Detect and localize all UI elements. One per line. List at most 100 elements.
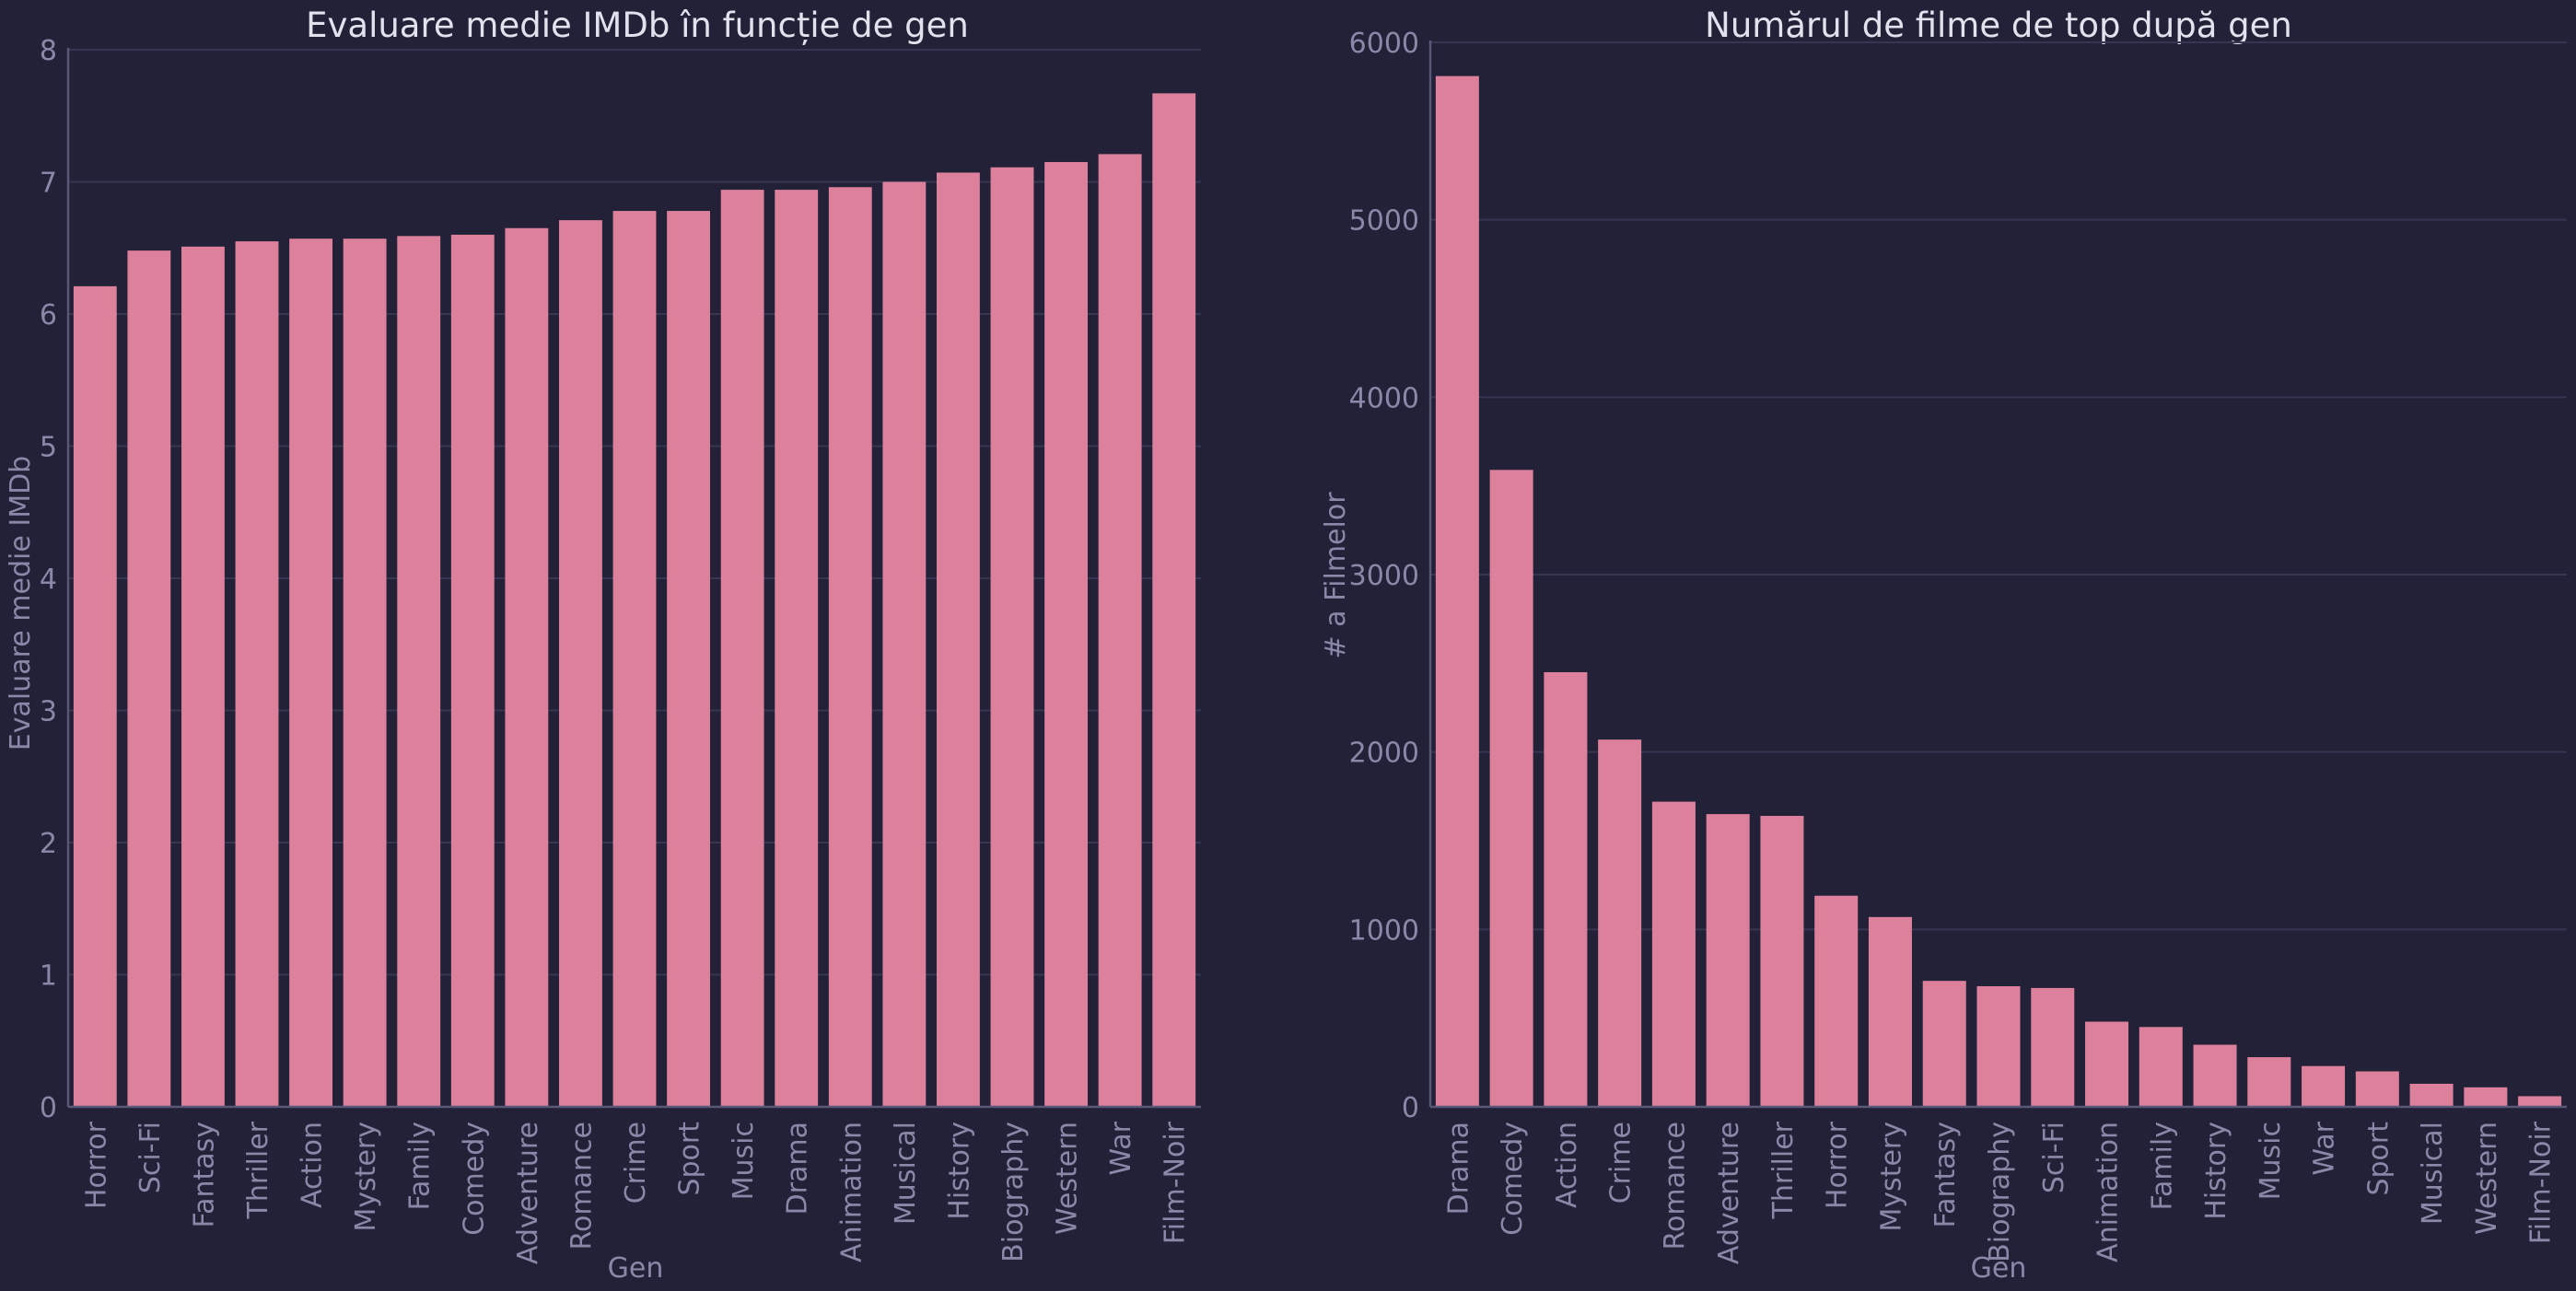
bar-musical — [2409, 1083, 2454, 1107]
bar-biography — [1976, 985, 2021, 1107]
y-tick-label: 4 — [40, 564, 57, 596]
x-tick-label: War — [2309, 1121, 2341, 1175]
bar-crime — [612, 211, 657, 1107]
bar-music — [720, 190, 764, 1108]
bar-comedy — [450, 234, 495, 1107]
y-tick-label: 7 — [40, 168, 57, 200]
y-tick-label: 2 — [40, 828, 57, 860]
x-tick-label: Western — [1052, 1122, 1084, 1235]
y-tick-label: 1000 — [1349, 914, 1419, 947]
x-tick-label: Action — [297, 1122, 329, 1208]
x-tick-label: Biography — [997, 1122, 1030, 1262]
x-tick-label: Comedy — [458, 1122, 490, 1236]
x-tick-label: Film-Noir — [1160, 1121, 1192, 1244]
bar-thriller — [1760, 816, 1804, 1107]
y-tick-labels: 0 1000 2000 3000 4000 5000 6000 — [1349, 28, 1419, 1124]
x-tick-label: Film-Noir — [2525, 1121, 2558, 1244]
x-tick-label: Biography — [1984, 1122, 2016, 1262]
y-tick-label: 2000 — [1349, 738, 1419, 770]
x-tick-label: Horror — [80, 1121, 112, 1209]
bar-animation — [828, 187, 872, 1108]
x-tick-label: Drama — [1442, 1122, 1474, 1215]
y-tick-label: 5 — [40, 432, 57, 464]
bar-horror — [73, 285, 117, 1107]
y-axis-label: Evaluare medie IMDb — [5, 456, 37, 750]
x-tick-label: Thriller — [242, 1121, 274, 1219]
bar-sport — [2355, 1071, 2399, 1107]
x-tick-label: History — [2200, 1122, 2232, 1220]
x-tick-label: Sci-Fi — [2038, 1122, 2070, 1193]
y-axis-label: # a Filmelor — [1320, 492, 1352, 659]
bars — [1435, 76, 2562, 1107]
bar-romance — [559, 220, 602, 1108]
x-tick-label: Sport — [674, 1122, 706, 1196]
bar-family — [397, 236, 441, 1108]
x-tick-label: Romance — [565, 1122, 598, 1250]
bars — [73, 93, 1196, 1108]
count-by-genre-chart: Numărul de filme de top după gen Gen # a… — [1320, 6, 2567, 1285]
bar-history — [2193, 1044, 2237, 1107]
x-tick-label: Crime — [620, 1122, 652, 1204]
bar-mystery — [1868, 916, 1912, 1107]
bar-sci-fi — [127, 250, 171, 1107]
bar-film-noir — [1152, 93, 1196, 1108]
y-tick-label: 3000 — [1349, 560, 1419, 592]
bar-war — [2302, 1065, 2346, 1107]
bar-sci-fi — [2031, 987, 2075, 1107]
chart-title: Evaluare medie IMDb în funcție de gen — [306, 6, 969, 45]
bar-film-noir — [2518, 1096, 2562, 1107]
bar-mystery — [343, 238, 387, 1108]
bar-romance — [1651, 801, 1696, 1107]
x-tick-label: Adventure — [1713, 1122, 1745, 1264]
y-tick-label: 5000 — [1349, 205, 1419, 238]
bar-comedy — [1489, 470, 1533, 1107]
bar-drama — [775, 190, 819, 1108]
bar-adventure — [505, 227, 549, 1108]
x-tick-label: Horror — [1822, 1121, 1854, 1209]
bar-drama — [1435, 76, 1479, 1107]
x-tick-label: Comedy — [1497, 1122, 1529, 1236]
bar-western — [1044, 161, 1088, 1108]
x-tick-label: Musical — [890, 1122, 922, 1225]
rating-by-genre-chart: Evaluare medie IMDb în funcție de gen Ge… — [5, 6, 1201, 1285]
bar-adventure — [1706, 814, 1750, 1107]
bar-action — [289, 238, 332, 1108]
x-tick-label: Family — [404, 1122, 437, 1211]
x-tick-label: War — [1105, 1121, 1137, 1175]
y-tick-label: 0 — [40, 1092, 57, 1124]
x-tick-labels: Horror Sci-Fi Fantasy Thriller Action Mystery… — [80, 1121, 1191, 1264]
bar-horror — [1814, 895, 1859, 1107]
bar-family — [2139, 1027, 2183, 1107]
y-tick-label: 8 — [40, 35, 57, 67]
x-tick-label: Fantasy — [188, 1122, 220, 1227]
x-tick-label: Music — [2255, 1122, 2287, 1200]
bar-war — [1098, 154, 1142, 1108]
bar-crime — [1598, 739, 1642, 1107]
bar-musical — [882, 181, 927, 1107]
bar-fantasy — [1922, 981, 1966, 1107]
y-tick-label: 3 — [40, 696, 57, 728]
x-tick-label: Family — [2146, 1122, 2178, 1211]
axis-spines — [1428, 41, 2567, 1109]
x-tick-label: Sci-Fi — [134, 1122, 167, 1193]
x-tick-label: Music — [728, 1122, 760, 1200]
x-tick-label: Animation — [835, 1122, 868, 1262]
x-axis-label: Gen — [608, 1252, 664, 1285]
y-tick-label: 6 — [40, 299, 57, 331]
bar-sport — [667, 211, 710, 1107]
chart-title: Numărul de filme de top după gen — [1705, 6, 2292, 45]
y-tick-label: 1 — [40, 960, 57, 993]
x-tick-label: History — [943, 1122, 975, 1220]
axis-spines — [66, 48, 1201, 1109]
y-tick-label: 0 — [1402, 1092, 1419, 1124]
x-tick-label: Adventure — [512, 1122, 544, 1264]
x-tick-label: Mystery — [1875, 1122, 1907, 1232]
x-axis-label: Gen — [1971, 1252, 2027, 1285]
x-tick-label: Action — [1551, 1122, 1583, 1208]
x-tick-label: Fantasy — [1929, 1122, 1962, 1227]
x-tick-labels: Drama Comedy Action Crime Romance Adventure Th… — [1442, 1121, 2557, 1264]
x-tick-label: Thriller — [1767, 1121, 1800, 1219]
bar-history — [937, 172, 980, 1107]
